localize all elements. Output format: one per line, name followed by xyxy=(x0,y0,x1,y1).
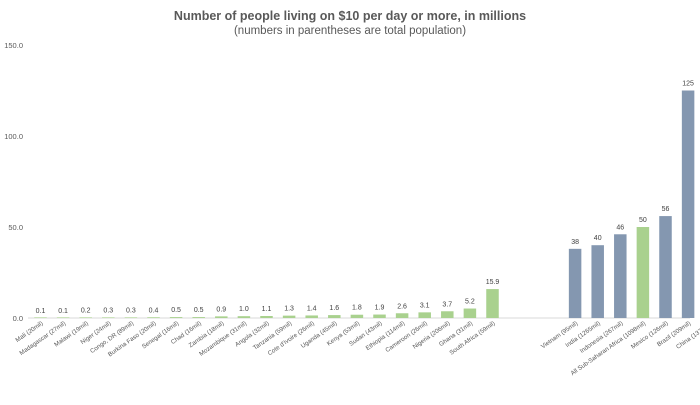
bar xyxy=(568,248,582,318)
bar xyxy=(636,227,650,318)
bar xyxy=(614,234,627,318)
bar-value-label: 0.1 xyxy=(58,308,68,315)
category-label: Vietnam (95mil) xyxy=(540,320,579,351)
bar-value-label: 5.2 xyxy=(465,299,475,306)
bar-value-label: 0.5 xyxy=(194,307,204,314)
bar xyxy=(34,317,47,318)
bar-value-label: 1.8 xyxy=(352,305,362,312)
bar-value-label: 3.7 xyxy=(442,301,452,308)
bar xyxy=(192,317,205,318)
bar xyxy=(79,317,92,318)
bar xyxy=(282,315,296,318)
bar xyxy=(124,317,138,318)
bar-value-label: 56 xyxy=(662,206,670,213)
bar xyxy=(395,313,409,318)
chart-subtitle: (numbers in parentheses are total popula… xyxy=(233,25,467,37)
bar-value-label: 3.1 xyxy=(420,302,430,309)
bar xyxy=(102,317,115,318)
bar-value-label: 1.4 xyxy=(307,305,317,312)
bar xyxy=(260,315,273,318)
bar-value-label: 40 xyxy=(594,235,602,242)
bar xyxy=(169,317,183,318)
bar xyxy=(147,317,160,318)
bar xyxy=(681,90,695,318)
bar-value-label: 15.9 xyxy=(486,279,500,286)
bar xyxy=(215,316,228,318)
y-tick-label: 0.0 xyxy=(13,314,23,323)
bar-value-label: 50 xyxy=(639,217,647,224)
bar-value-label: 1.6 xyxy=(329,305,339,312)
bar xyxy=(56,317,70,318)
bar-value-label: 1.9 xyxy=(375,305,385,312)
bar-value-label: 46 xyxy=(616,224,624,231)
bar-value-label: 1.3 xyxy=(284,306,294,313)
bar-value-label: 0.3 xyxy=(103,307,113,314)
bar-value-label: 0.4 xyxy=(149,307,159,314)
bar-value-label: 1.0 xyxy=(239,306,249,313)
bar xyxy=(305,315,318,318)
bar xyxy=(237,316,251,318)
bar xyxy=(373,314,386,318)
bar xyxy=(463,308,477,318)
bar xyxy=(328,315,341,318)
bar-value-label: 0.5 xyxy=(171,307,181,314)
chart-title: Number of people living on $10 per day o… xyxy=(173,9,527,23)
y-tick-label: 100.0 xyxy=(4,132,23,141)
bar-value-label: 0.3 xyxy=(126,307,136,314)
bar xyxy=(350,314,364,318)
y-tick-label: 150.0 xyxy=(4,41,23,50)
bar-value-label: 2.6 xyxy=(397,303,407,310)
bar-value-label: 1.1 xyxy=(262,306,272,313)
bar-value-label: 0.9 xyxy=(216,306,226,313)
bar xyxy=(441,311,454,318)
bar-value-label: 0.1 xyxy=(36,308,46,315)
bar xyxy=(659,216,672,318)
bar xyxy=(486,289,499,318)
bar xyxy=(591,245,604,318)
bar xyxy=(418,312,431,318)
y-tick-label: 50.0 xyxy=(8,223,23,232)
bar-value-label: 125 xyxy=(682,81,694,88)
bar-value-label: 38 xyxy=(571,239,579,246)
bar-value-label: 0.2 xyxy=(81,308,91,315)
